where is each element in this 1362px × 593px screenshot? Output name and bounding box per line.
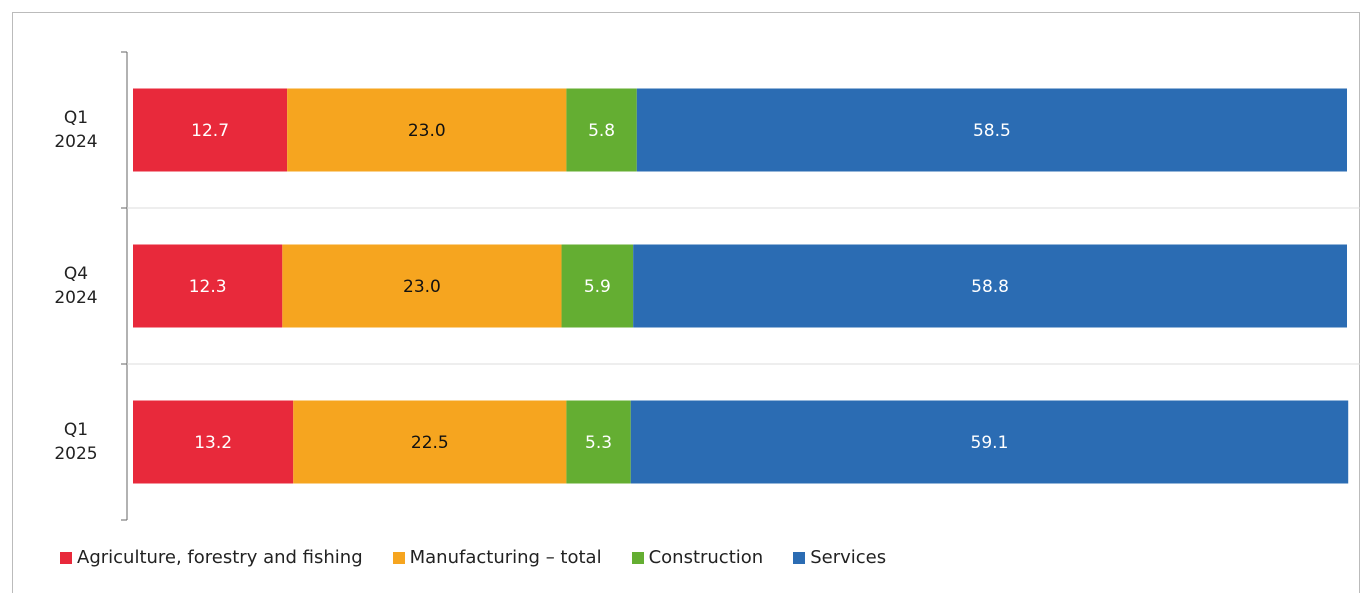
data-label: 22.5 [411,433,449,453]
legend-label: Manufacturing – total [409,547,602,568]
y-tick-label: Q1 2024 [54,108,98,152]
data-label: 23.0 [403,277,441,297]
bar-segment [282,244,562,328]
legend-label: Agriculture, forestry and fishing [77,547,363,568]
bar-segment [566,88,637,172]
bar-segment [287,88,567,172]
bar-segment [630,400,1349,484]
data-label: 13.2 [194,433,232,453]
legend-swatch [631,551,644,564]
legend-label: Services [810,547,887,568]
data-label: 12.3 [189,277,227,297]
bar-segment [293,400,567,484]
legend-item: Manufacturing – total [392,547,602,568]
bar-segment [561,244,634,328]
bar-segment [133,244,283,328]
bar-segment [133,88,288,172]
data-label: 5.8 [588,121,615,141]
bar-segment [636,88,1347,172]
legend-swatch [60,551,72,564]
bar-segment [633,244,1347,328]
y-tick-label: Q4 2024 [54,264,98,308]
data-label: 23.0 [408,121,446,141]
legend-item: Agriculture, forestry and fishing [60,547,363,568]
frame [12,12,1360,593]
data-label: 58.8 [971,277,1009,297]
legend-label: Construction [648,547,764,568]
bar-segment [566,400,631,484]
data-label: 58.5 [973,121,1011,141]
legend-swatch [793,551,806,564]
y-tick-label: Q1 2025 [54,420,98,464]
bar-segment [133,400,294,484]
legend-item: Construction [631,547,764,568]
data-label: 12.7 [191,121,229,141]
data-label: 59.1 [971,433,1009,453]
data-label: 5.3 [585,433,612,453]
legend-item: Services [793,547,886,568]
legend: Agriculture, forestry and fishing Manufac… [60,547,886,568]
data-label: 5.9 [584,277,611,297]
legend-swatch [392,551,405,564]
